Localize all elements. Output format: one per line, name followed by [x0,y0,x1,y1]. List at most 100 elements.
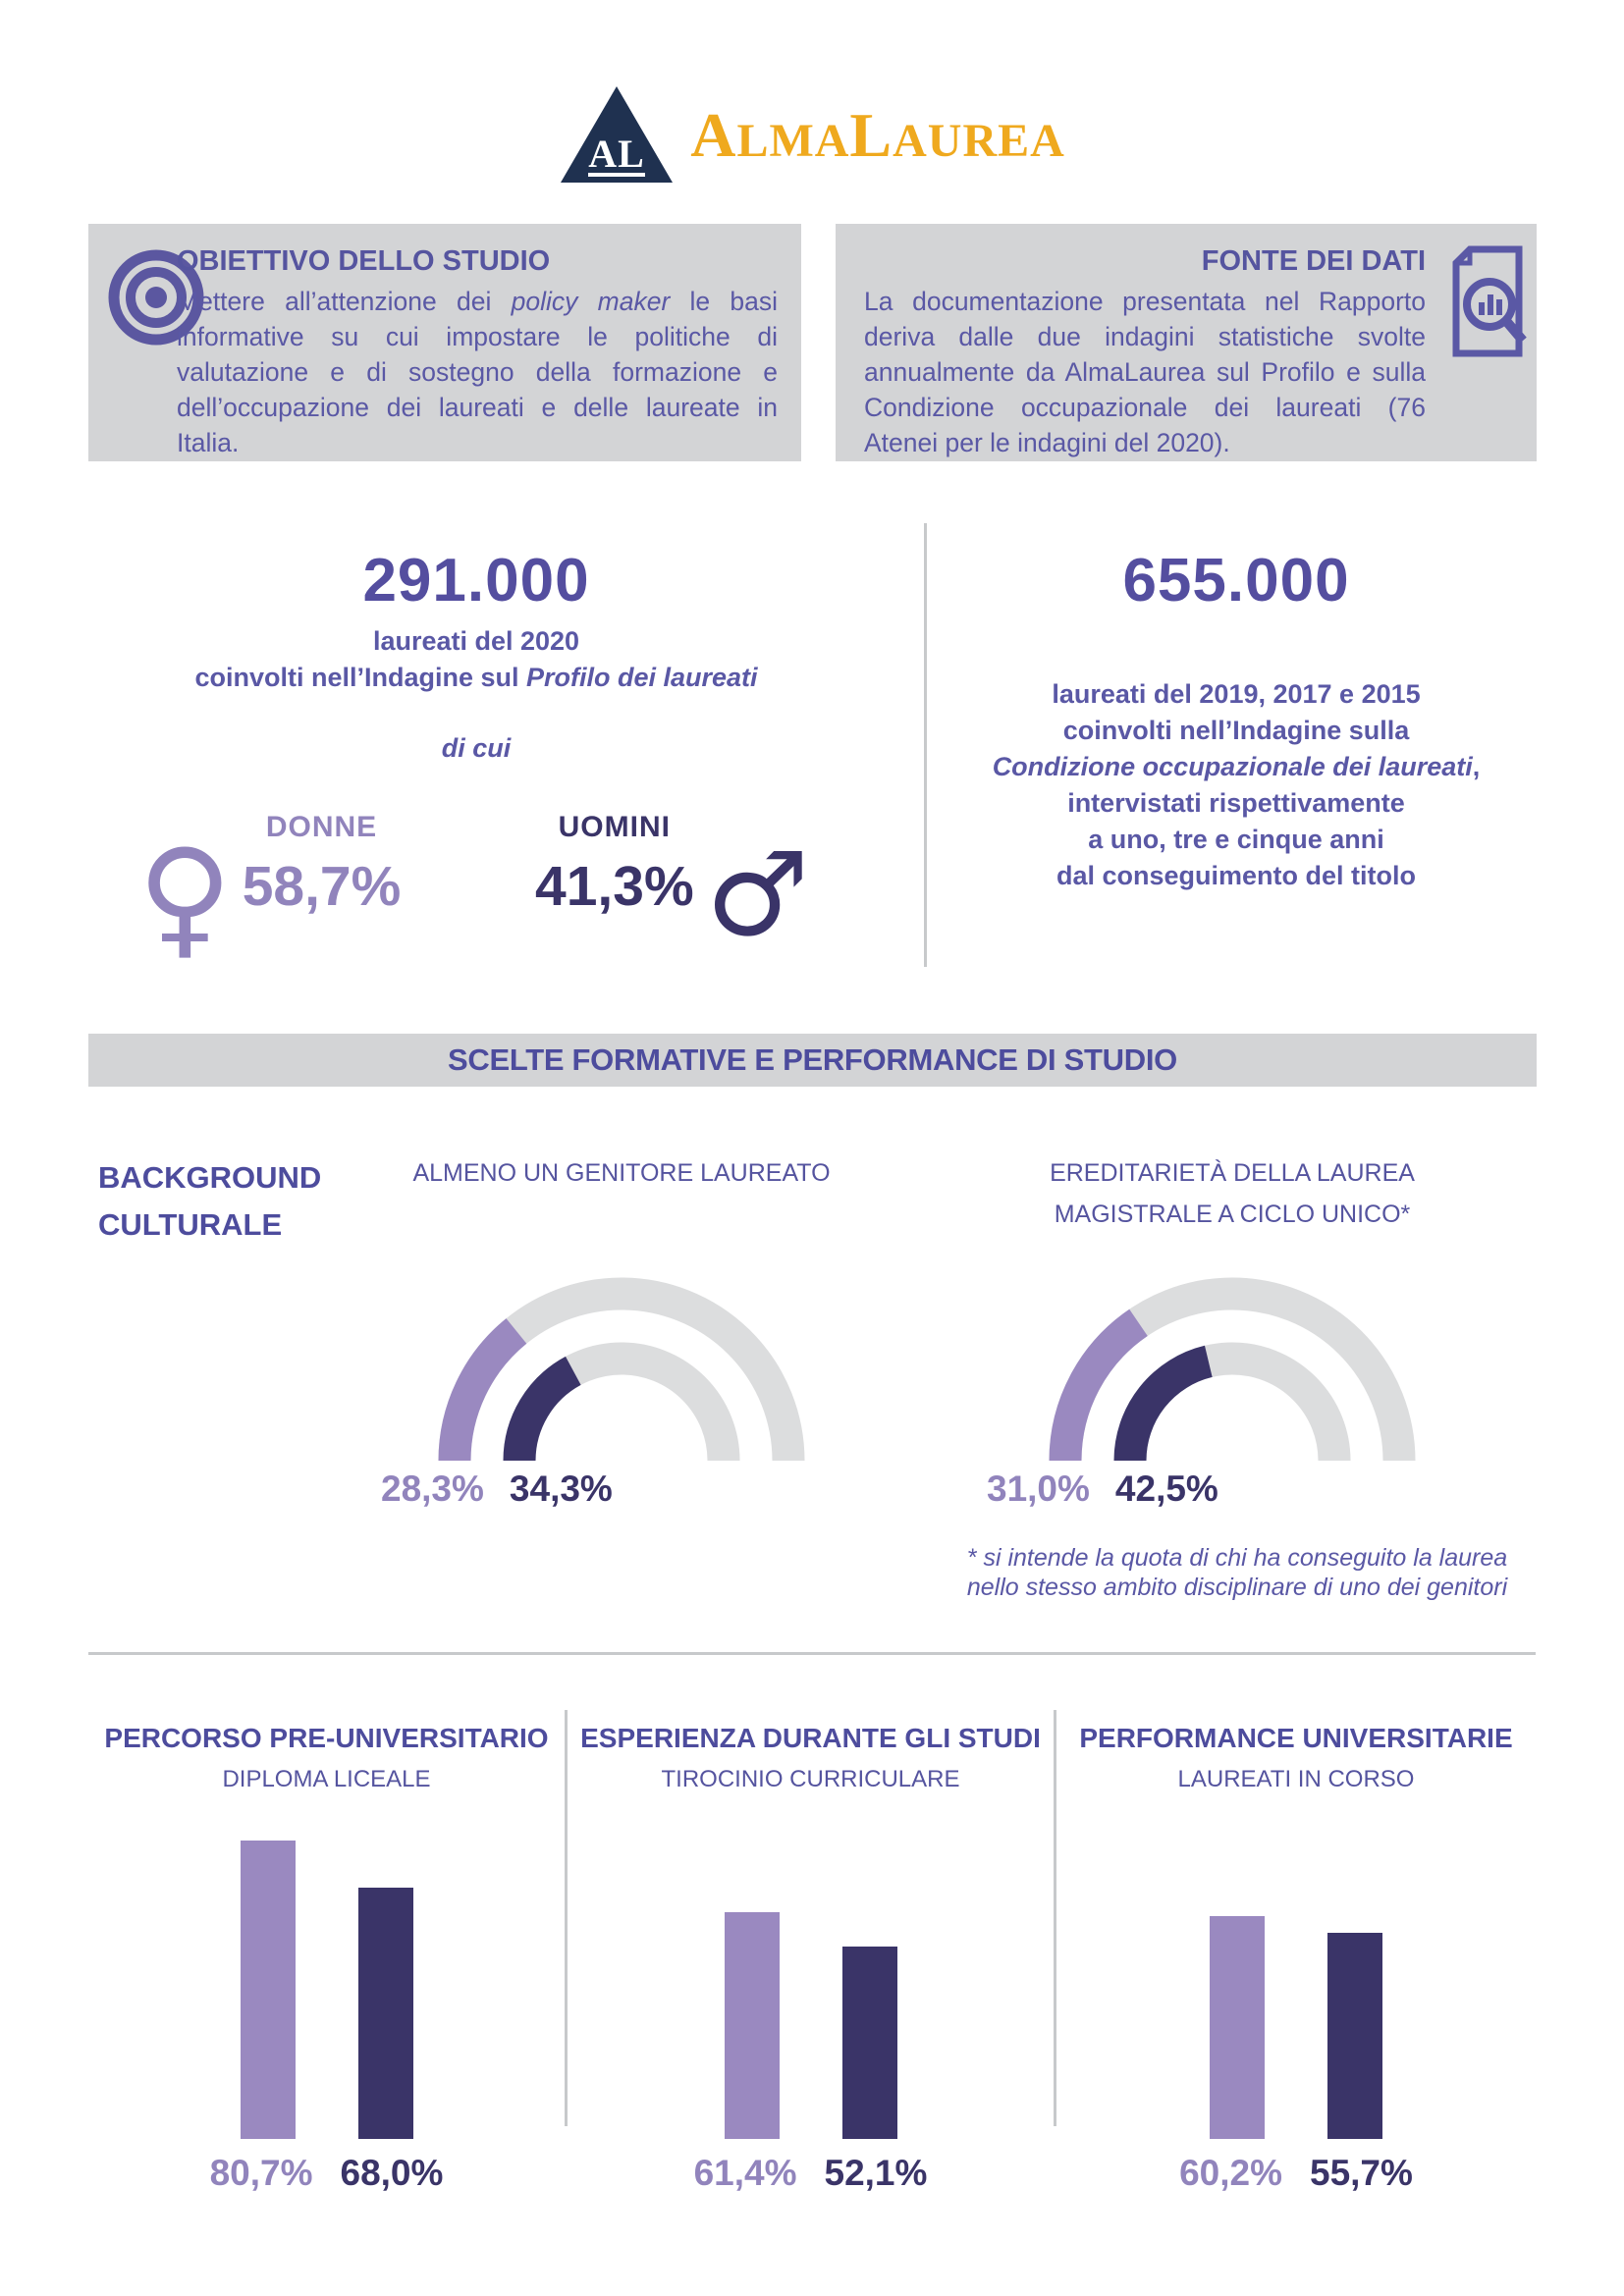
occupation-stat-block: 655.000 laureati del 2019, 2017 e 2015 c… [936,546,1537,894]
source-text-block: FONTE DEI DATI La documentazione present… [864,245,1426,460]
profile-number: 291.000 [362,547,590,614]
gauge1-semicircle-chart [438,1277,805,1462]
gauge1-value-uomini: 34,3% [509,1468,613,1509]
gauge1-inner-arc-uomini [503,1342,740,1462]
gauge1-outer-arc-donne [438,1277,805,1462]
section3-bar-chart [1056,1841,1536,2139]
gauge2-title: EREDITARIETÀ DELLA LAUREA MAGISTRALE A C… [1006,1152,1458,1235]
women-stat-group: ♀ DONNE 58,7% [137,811,401,962]
section2-bar-values: 61,4% 52,1% [568,2153,1054,2194]
women-value: 58,7% [242,855,402,918]
section-banner: SCELTE FORMATIVE E PERFORMANCE DI STUDIO [88,1034,1537,1087]
objective-body: Mettere all’attenzione dei policy maker … [177,284,778,460]
section2-subtitle: TIROCINIO CURRICULARE [661,1766,960,1792]
logo-mark-letters: AL [588,132,645,176]
gauge1-title-line1: ALMENO UN GENITORE LAUREATO [412,1159,831,1187]
logo-rest: AUREA [893,115,1065,167]
occupation-line2: coinvolti nell’Indagine sulla [1062,716,1410,745]
almalaurea-logo-text: ALMALAUREA [690,104,1065,167]
section1-title: PERCORSO PRE-UNIVERSITARIO [104,1723,549,1753]
source-body: La documentazione presentata nel Rapport… [864,287,1426,457]
section1-bar-donne [240,1841,296,2139]
profile-line2: coinvolti nell’Indagine sul Profilo dei … [88,660,864,696]
almalaurea-logo: AL ALMALAUREA [0,84,1624,187]
section3-title: PERFORMANCE UNIVERSITARIE [1079,1723,1513,1753]
horizontal-divider [88,1652,1536,1655]
footnote-line2: nello stesso ambito disciplinare di uno … [966,1574,1508,1601]
background-culturale-label: BACKGROUND CULTURALE [98,1154,321,1249]
women-stat: DONNE 58,7% [243,811,402,919]
male-icon: ♂ [705,827,810,962]
profile-line2-italic: Profilo dei laureati [525,663,758,692]
section2-bar-uomini [841,1947,897,2139]
footnote-line1: * si intende la quota di chi ha consegui… [966,1544,1508,1572]
section2-bar-donne [724,1912,780,2139]
gauge2-outer-arc-donne [1049,1277,1416,1462]
gauge2-title-line2: MAGISTRALE A CICLO UNICO* [1054,1201,1411,1228]
occupation-line3-post: , [1472,752,1481,781]
section-esperienza-durante-studi: ESPERIENZA DURANTE GLI STUDI TIROCINIO C… [568,1723,1054,2214]
gauge1-value-donne: 28,3% [381,1468,484,1509]
occupation-line3-italic: Condizione occupazionale dei laureati [992,752,1473,781]
section1-subtitle: DIPLOMA LICEALE [222,1766,431,1792]
objective-body-pre: Mettere all’attenzione dei [177,287,512,316]
section3-bar-uomini [1327,1933,1382,2139]
gauge2-inner-arc-uomini [1113,1342,1351,1462]
occupation-number: 655.000 [1122,547,1350,614]
section1-bar-values: 80,7% 68,0% [88,2153,565,2194]
men-value: 41,3% [535,855,694,918]
occupation-line6: dal conseguimento del titolo [1056,861,1417,890]
bottom-divider-2 [1054,1710,1056,2126]
objective-body-post: le basi informative su cui impostare le … [177,287,778,457]
section2-bar-chart [568,1841,1054,2139]
section1-bar-uomini [357,1888,413,2139]
stats-divider [924,523,927,967]
background-label-line2: CULTURALE [98,1207,283,1242]
men-label: UOMINI [558,811,671,843]
female-icon: ♀ [137,822,233,973]
men-stat-group: UOMINI 41,3% ♂ [535,811,809,952]
logo-rest: LMA [736,115,850,167]
women-label: DONNE [265,811,378,843]
occupation-line1: laureati del 2019, 2017 e 2015 [1052,679,1421,709]
occupation-line4: intervistati rispettivamente [1067,788,1405,818]
section1-bar-chart [88,1841,565,2139]
gauge1-title: ALMENO UN GENITORE LAUREATO [396,1152,847,1194]
document-search-icon [1452,245,1527,357]
gauge2-value-donne: 31,0% [987,1468,1090,1509]
objective-title: OBIETTIVO DELLO STUDIO [177,245,551,277]
section1-value-uomini: 68,0% [340,2153,444,2193]
section2-title: ESPERIENZA DURANTE GLI STUDI [580,1723,1041,1753]
section3-subtitle: LAUREATI IN CORSO [1177,1766,1415,1792]
section-performance-universitarie: PERFORMANCE UNIVERSITARIE LAUREATI IN CO… [1056,1723,1536,2214]
gauge1-outer-track [438,1277,805,1462]
section3-value-donne: 60,2% [1179,2153,1282,2193]
source-title: FONTE DEI DATI [1201,245,1426,277]
gauge2-footnote: * si intende la quota di chi ha consegui… [943,1543,1532,1602]
section-banner-text: SCELTE FORMATIVE E PERFORMANCE DI STUDIO [448,1042,1177,1077]
section2-value-uomini: 52,1% [824,2153,928,2193]
section-percorso-pre-universitario: PERCORSO PRE-UNIVERSITARIO DIPLOMA LICEA… [88,1723,565,2214]
background-label-line1: BACKGROUND [98,1160,322,1195]
objective-body-italic: policy maker [511,287,671,316]
section3-value-uomini: 55,7% [1310,2153,1413,2193]
profile-line2-pre: coinvolti nell’Indagine sul [194,663,526,692]
almalaurea-logo-mark-icon: AL [561,86,674,183]
bottom-divider-1 [565,1710,568,2126]
logo-cap: A [690,100,737,170]
section1-value-donne: 80,7% [209,2153,313,2193]
gauge2-value-uomini: 42,5% [1114,1468,1218,1509]
gauge2-outer-track [1049,1277,1416,1462]
objective-box: OBIETTIVO DELLO STUDIO Mettere all’atten… [88,224,801,461]
section2-value-donne: 61,4% [693,2153,797,2193]
gauge1-values: 28,3% 34,3% [381,1468,613,1510]
occupation-line5: a uno, tre e cinque anni [1088,825,1384,854]
logo-cap: L [849,100,893,170]
gauge2-title-line1: EREDITARIETÀ DELLA LAUREA [1050,1159,1415,1187]
gauge2-semicircle-chart [1049,1277,1416,1462]
section3-bar-donne [1210,1916,1265,2139]
gauge2-values: 31,0% 42,5% [987,1468,1218,1510]
target-icon [108,249,204,346]
source-box: FONTE DEI DATI La documentazione present… [836,224,1537,461]
